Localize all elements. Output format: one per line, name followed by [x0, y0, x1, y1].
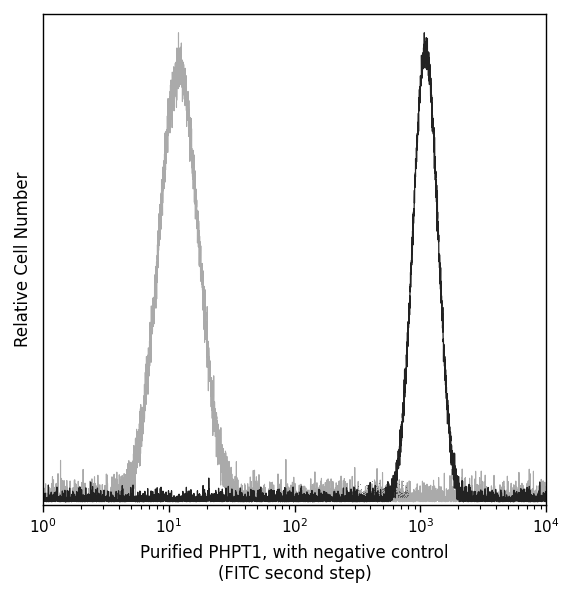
X-axis label: Purified PHPT1, with negative control
(FITC second step): Purified PHPT1, with negative control (F…	[141, 544, 449, 583]
Y-axis label: Relative Cell Number: Relative Cell Number	[14, 172, 32, 347]
